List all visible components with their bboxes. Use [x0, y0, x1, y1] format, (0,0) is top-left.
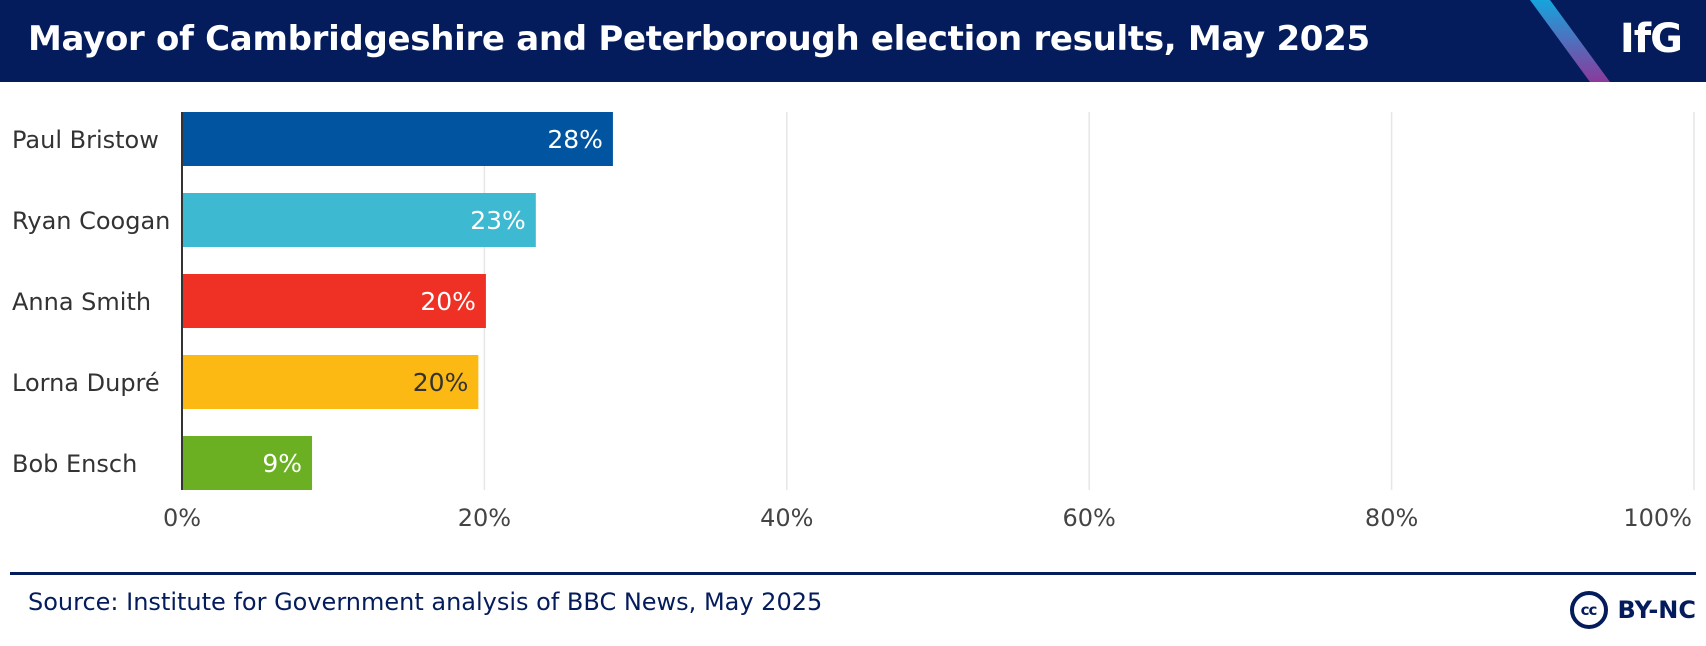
- category-label: Ryan Coogan: [12, 207, 170, 235]
- ifg-logo: IfG: [1619, 16, 1683, 62]
- bar: [182, 436, 313, 490]
- bar: [182, 193, 536, 247]
- x-tick-label: 20%: [458, 504, 511, 532]
- data-label: 20%: [420, 287, 476, 316]
- data-label: 20%: [413, 368, 469, 397]
- category-label: Anna Smith: [12, 288, 151, 316]
- cc-icon: cc: [1569, 591, 1608, 629]
- data-label: 23%: [470, 206, 526, 235]
- license-label: BY-NC: [1617, 596, 1697, 624]
- chart-header: Mayor of Cambridgeshire and Peterborough…: [0, 0, 1706, 82]
- bar: [182, 274, 486, 328]
- x-tick-label: 0%: [163, 504, 201, 532]
- ifg-logo-stripe-icon: [1530, 0, 1610, 82]
- bar-chart: 28% Paul Bristow 23% Ryan Coogan 20% Anna Smi…: [12, 112, 1695, 532]
- category-label: Paul Bristow: [12, 126, 159, 154]
- x-tick-label: 80%: [1365, 504, 1418, 532]
- bar: [182, 355, 479, 409]
- x-tick-label: 60%: [1063, 504, 1116, 532]
- license-badge: cc BY-NC: [1569, 588, 1697, 632]
- source-note: Source: Institute for Government analysi…: [28, 588, 823, 616]
- data-label: 28%: [547, 125, 603, 154]
- bar: [182, 112, 613, 166]
- category-label: Lorna Dupré: [12, 369, 160, 397]
- footer-divider: [10, 572, 1696, 575]
- category-label: Bob Ensch: [12, 450, 137, 478]
- data-label: 9%: [262, 449, 302, 478]
- x-tick-label: 100%: [1623, 504, 1692, 532]
- x-tick-label: 40%: [760, 504, 813, 532]
- chart-title: Mayor of Cambridgeshire and Peterborough…: [28, 19, 1370, 59]
